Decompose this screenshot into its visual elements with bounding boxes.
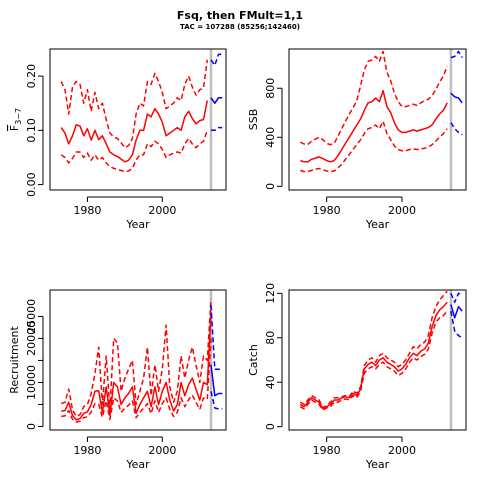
catch-y-axis-title: Catch	[247, 344, 260, 376]
ssb-plot-frame	[288, 48, 467, 191]
catch-series-proj_lower	[450, 310, 463, 339]
fbar-y-tick-label: 0.20	[25, 64, 38, 89]
recruitment-y-tick-label: 20000	[25, 321, 38, 356]
recruitment-series-median	[61, 311, 212, 421]
fbar-panel: 1980 2000 0.00 0.10 0.20 Year F3−7	[8, 48, 227, 231]
recruitment-series-proj_upper	[210, 305, 223, 370]
ssb-series-upper	[299, 50, 448, 146]
ssb-x-tick-label: 2000	[388, 204, 416, 217]
recruitment-y-tick-label: 25000	[25, 299, 38, 334]
recruitment-plot-frame	[49, 289, 227, 431]
recruitment-y-axis-title: Recruitment	[8, 326, 21, 394]
catch-y-tick-label: 80	[264, 331, 277, 345]
catch-series-proj_upper	[450, 292, 463, 303]
ssb-y-tick-label: 400	[264, 127, 277, 148]
catch-y-tick-label: 40	[264, 375, 277, 389]
ssb-panel: 1980 2000 0 400 800 Year SSB	[247, 48, 467, 231]
ssb-y-tick-label: 800	[264, 78, 277, 99]
ssb-y-tick-label: 0	[264, 183, 277, 190]
fbar-y-tick-label: 0.00	[25, 172, 38, 197]
ssb-y-axis-title: SSB	[247, 109, 260, 131]
catch-x-tick-label: 2000	[388, 444, 416, 457]
ssb-series-proj_median	[450, 92, 463, 104]
ssb-x-axis-title: Year	[365, 218, 390, 231]
fbar-x-tick-label: 1980	[73, 204, 101, 217]
figure-title: Fsq, then FMult=1,1	[176, 9, 304, 22]
fbar-series-lower	[60, 130, 209, 173]
recruitment-series-lower	[61, 338, 212, 423]
catch-x-axis-title: Year	[365, 458, 390, 471]
catch-series-upper	[299, 290, 448, 409]
fbar-series-proj_upper	[210, 53, 223, 67]
catch-series-proj_median	[450, 304, 463, 319]
figure-subtitle: TAC = 107288 (85256;142460)	[180, 23, 300, 31]
fbar-y-axis-title: F3−7	[8, 108, 23, 131]
recruitment-y-tick-label: 10000	[25, 365, 38, 400]
catch-series-lower	[299, 310, 448, 411]
catch-panel: 1980 2000 0 40 80 120 Year Catch	[247, 283, 467, 471]
ssb-series-proj_lower	[450, 122, 463, 136]
catch-x-tick-label: 1980	[313, 444, 341, 457]
fbar-series-upper	[60, 59, 209, 149]
catch-y-tick-label: 0	[264, 423, 277, 430]
ssb-series-median	[300, 89, 448, 163]
fbar-y-tick-label: 0.10	[25, 118, 38, 143]
fbar-x-tick-label: 2000	[148, 204, 176, 217]
recruitment-x-axis-title: Year	[125, 458, 150, 471]
fbar-x-axis-title: Year	[125, 218, 150, 231]
recruitment-series-proj_lower	[210, 391, 223, 410]
fbar-series-proj_median	[210, 97, 223, 104]
recruitment-y-tick-label: 0	[25, 423, 38, 430]
catch-series-median	[299, 301, 448, 410]
ssb-series-lower	[300, 120, 448, 173]
catch-plot-frame	[288, 289, 467, 431]
fbar-series-proj_lower	[211, 126, 223, 132]
recruitment-x-tick-label: 1980	[73, 444, 101, 457]
catch-y-tick-label: 120	[264, 283, 277, 304]
fbar-plot-frame	[49, 48, 227, 191]
recruitment-series-upper	[60, 298, 212, 418]
recruitment-series-proj_median	[210, 364, 223, 397]
recruitment-x-tick-label: 2000	[148, 444, 176, 457]
ssb-series-proj_upper	[450, 50, 463, 59]
fbar-series-median	[60, 100, 209, 163]
ssb-x-tick-label: 1980	[313, 204, 341, 217]
